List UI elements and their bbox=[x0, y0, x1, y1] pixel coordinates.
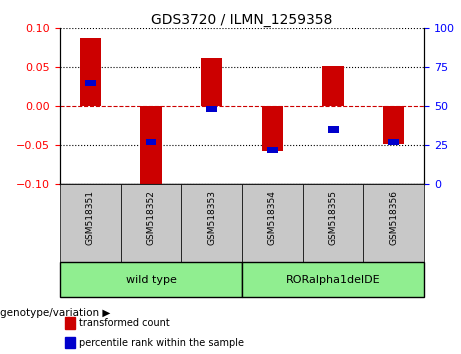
Bar bbox=[363, 184, 424, 262]
Text: genotype/variation ▶: genotype/variation ▶ bbox=[0, 308, 110, 318]
Text: RORalpha1delDE: RORalpha1delDE bbox=[286, 275, 380, 285]
Bar bbox=[146, 139, 156, 145]
Bar bbox=[388, 139, 399, 145]
Text: GSM518353: GSM518353 bbox=[207, 190, 216, 245]
Bar bbox=[80, 38, 101, 106]
Bar bbox=[60, 262, 242, 297]
Bar bbox=[85, 80, 96, 86]
Bar bbox=[242, 184, 303, 262]
Text: GSM518356: GSM518356 bbox=[389, 190, 398, 245]
Bar bbox=[262, 106, 283, 150]
Bar bbox=[328, 126, 338, 133]
Bar bbox=[140, 106, 162, 187]
Bar bbox=[181, 184, 242, 262]
Text: GSM518352: GSM518352 bbox=[147, 190, 155, 245]
Bar bbox=[322, 67, 344, 106]
Text: transformed count: transformed count bbox=[79, 318, 170, 328]
Bar bbox=[201, 58, 222, 106]
Bar bbox=[65, 337, 75, 348]
Text: GSM518354: GSM518354 bbox=[268, 190, 277, 245]
Text: percentile rank within the sample: percentile rank within the sample bbox=[79, 338, 244, 348]
Bar bbox=[383, 106, 404, 144]
Bar bbox=[242, 262, 424, 297]
Bar bbox=[121, 184, 181, 262]
Title: GDS3720 / ILMN_1259358: GDS3720 / ILMN_1259358 bbox=[151, 13, 333, 27]
Bar bbox=[303, 184, 363, 262]
Bar bbox=[60, 184, 121, 262]
Bar bbox=[65, 317, 75, 329]
Text: wild type: wild type bbox=[125, 275, 177, 285]
Bar bbox=[206, 106, 217, 113]
Bar bbox=[267, 147, 278, 153]
Text: GSM518351: GSM518351 bbox=[86, 190, 95, 245]
Text: GSM518355: GSM518355 bbox=[329, 190, 337, 245]
